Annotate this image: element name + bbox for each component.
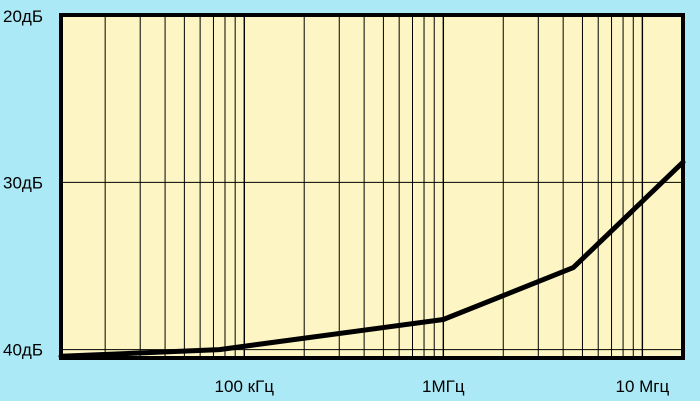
y-tick-label: 40дБ [3, 341, 43, 360]
x-axis-labels: 100 кГц 1МГц 10 Мгц [215, 377, 670, 396]
plot-area [61, 15, 683, 358]
plot-frame [59, 13, 685, 360]
x-tick-label: 100 кГц [215, 377, 275, 396]
x-tick-label: 10 Мгц [616, 377, 670, 396]
y-axis-labels: 20дБ 30дБ 40дБ [3, 7, 43, 360]
series-line [58, 159, 686, 359]
vertical-grid [104, 15, 644, 358]
y-tick-label: 20дБ [3, 7, 43, 26]
y-tick-label: 30дБ [3, 173, 43, 192]
x-tick-label: 1МГц [422, 377, 465, 396]
